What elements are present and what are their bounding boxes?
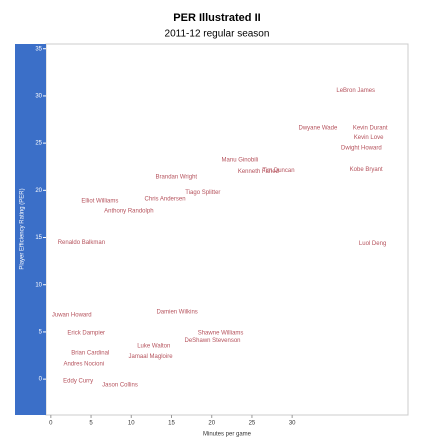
- player-label: Kenneth Faried: [238, 169, 279, 175]
- y-axis-label: Player Efficiency Rating (PER): [20, 188, 26, 269]
- player-label: LeBron James: [336, 88, 375, 94]
- player-label: Dwight Howard: [341, 145, 382, 151]
- player-label: Elliot Williams: [81, 198, 118, 204]
- player-label: Shawne Williams: [198, 330, 244, 336]
- player-label: Jason Collins: [102, 382, 138, 388]
- player-label: Jamaal Magloire: [129, 354, 174, 360]
- x-axis-label: Minutes per game: [203, 432, 252, 438]
- y-tick-label: 20: [35, 188, 42, 194]
- player-label: Tim Duncan: [262, 168, 294, 174]
- chart-title: PER Illustrated II: [173, 12, 260, 24]
- player-label: Renaldo Balkman: [58, 240, 105, 246]
- player-label: Luke Walton: [137, 344, 170, 350]
- x-tick-label: 10: [128, 421, 135, 427]
- x-tick-label: 5: [89, 421, 93, 427]
- y-tick-label: 10: [35, 282, 42, 288]
- x-tick-label: 0: [49, 421, 53, 427]
- y-tick-label: 25: [35, 141, 42, 147]
- player-label: Kevin Love: [354, 135, 384, 141]
- y-tick-label: 30: [35, 93, 42, 99]
- plot-frame: [45, 43, 409, 416]
- player-label: Damien Wilkins: [156, 310, 197, 316]
- player-label: Erick Dampier: [67, 330, 105, 336]
- player-label: Eddy Curry: [63, 379, 93, 385]
- x-tick-label: 30: [289, 421, 296, 427]
- y-axis-band: [15, 44, 46, 415]
- y-tick-label: 0: [39, 377, 43, 383]
- player-label: Anthony Randolph: [104, 209, 153, 215]
- player-label: Tiago Splitter: [185, 190, 220, 196]
- player-label: Kobe Bryant: [350, 167, 383, 173]
- player-label: Luol Deng: [359, 241, 386, 247]
- x-tick-label: 15: [168, 421, 175, 427]
- player-label: Juwan Howard: [52, 313, 92, 319]
- y-tick-label: 5: [39, 330, 43, 336]
- player-label: DeShawn Stevenson: [184, 338, 240, 344]
- player-label: Manu Ginobili: [222, 158, 259, 164]
- player-label: Kevin Durant: [353, 126, 388, 132]
- player-label: Brandan Wright: [156, 175, 198, 181]
- x-tick-label: 20: [208, 421, 215, 427]
- y-tick-label: 15: [35, 235, 42, 241]
- player-label: Brian Cardinal: [71, 350, 109, 356]
- player-label: Chris Andersen: [145, 196, 186, 202]
- player-label: Andres Nocioni: [63, 362, 104, 368]
- y-tick-label: 35: [35, 46, 42, 52]
- x-tick-label: 25: [249, 421, 256, 427]
- player-label: Dwyane Wade: [299, 126, 338, 132]
- chart-subtitle: 2011-12 regular season: [165, 29, 270, 40]
